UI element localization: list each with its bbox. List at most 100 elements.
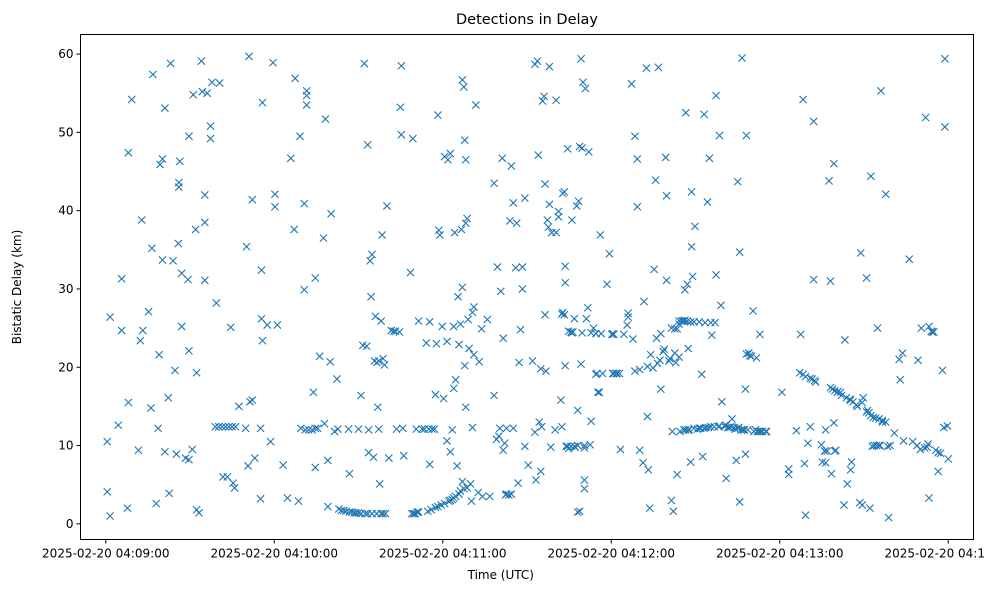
data-point <box>509 198 518 207</box>
x-tick-label: 2025-02-20 04:09:00 <box>42 547 169 561</box>
data-point <box>560 187 569 196</box>
data-point <box>300 285 309 294</box>
data-point <box>490 179 499 188</box>
data-point <box>333 425 342 434</box>
data-point <box>156 160 165 169</box>
data-point <box>742 131 751 140</box>
data-point <box>899 436 908 445</box>
data-point <box>200 218 209 227</box>
data-point <box>448 425 457 434</box>
data-point <box>829 159 838 168</box>
data-point <box>123 504 132 513</box>
data-point <box>137 216 146 225</box>
data-point <box>563 442 572 451</box>
data-point <box>809 117 818 126</box>
data-point <box>609 330 618 339</box>
y-axis-ticks: 0 10 20 30 40 50 60 <box>58 47 81 531</box>
data-point <box>211 422 220 431</box>
data-point <box>399 451 408 460</box>
data-point <box>183 275 192 284</box>
data-point <box>642 64 651 73</box>
data-point <box>147 244 156 253</box>
data-point <box>536 364 545 373</box>
data-point <box>245 397 254 406</box>
data-point <box>557 422 566 431</box>
data-point <box>544 223 553 232</box>
data-point <box>584 147 593 156</box>
data-point <box>459 82 468 91</box>
data-point <box>712 270 721 279</box>
data-point <box>313 424 322 433</box>
data-point <box>427 505 436 514</box>
data-point <box>177 269 186 278</box>
data-point <box>354 425 363 434</box>
data-point <box>446 496 455 505</box>
data-point <box>449 384 458 393</box>
data-point <box>784 470 793 479</box>
data-point <box>502 424 511 433</box>
data-point <box>498 154 507 163</box>
data-point <box>530 428 539 437</box>
data-point <box>354 508 363 517</box>
data-point <box>630 367 639 376</box>
data-point <box>455 340 463 349</box>
data-point <box>257 314 266 323</box>
data-point <box>446 447 455 456</box>
data-point <box>541 180 550 189</box>
data-point <box>172 450 181 459</box>
data-point <box>270 190 279 199</box>
data-point <box>881 190 890 199</box>
data-point <box>152 499 161 508</box>
data-point <box>567 216 576 225</box>
data-point <box>865 504 874 513</box>
data-point <box>733 177 742 186</box>
data-point <box>263 320 272 329</box>
data-point <box>460 361 469 370</box>
x-tick-label: 2025-02-20 04:13:00 <box>716 547 843 561</box>
data-point <box>446 149 455 158</box>
data-point <box>256 424 265 433</box>
data-point <box>443 155 452 164</box>
data-point <box>414 508 423 517</box>
data-point <box>160 104 169 113</box>
data-point <box>124 148 133 157</box>
data-point <box>248 195 257 204</box>
data-point <box>164 393 173 402</box>
data-point <box>928 328 937 337</box>
data-point <box>552 96 561 105</box>
data-point <box>106 512 115 521</box>
data-point <box>528 356 537 365</box>
data-point <box>875 441 884 450</box>
data-point <box>207 78 216 87</box>
data-point <box>103 437 112 446</box>
data-point <box>154 424 163 433</box>
data-point <box>468 423 477 432</box>
data-point <box>514 479 523 488</box>
data-point <box>875 441 884 450</box>
data-point <box>563 144 572 153</box>
data-point <box>752 353 761 362</box>
data-point <box>561 262 570 271</box>
data-point <box>364 425 373 434</box>
data-point <box>518 263 527 272</box>
data-point <box>821 425 830 434</box>
data-point <box>169 256 178 265</box>
data-point <box>177 322 186 331</box>
data-point <box>330 427 339 436</box>
data-point <box>537 422 546 431</box>
data-point <box>302 91 311 100</box>
data-point <box>302 100 311 109</box>
data-point <box>843 479 852 488</box>
data-point <box>605 249 614 258</box>
data-point <box>361 509 370 518</box>
data-point <box>311 463 320 472</box>
data-point <box>624 309 633 318</box>
data-point <box>732 456 741 465</box>
data-point <box>921 113 930 122</box>
data-point <box>450 228 459 237</box>
data-point <box>374 356 383 365</box>
data-point <box>749 306 758 315</box>
data-point <box>396 103 405 112</box>
data-point <box>687 242 696 251</box>
